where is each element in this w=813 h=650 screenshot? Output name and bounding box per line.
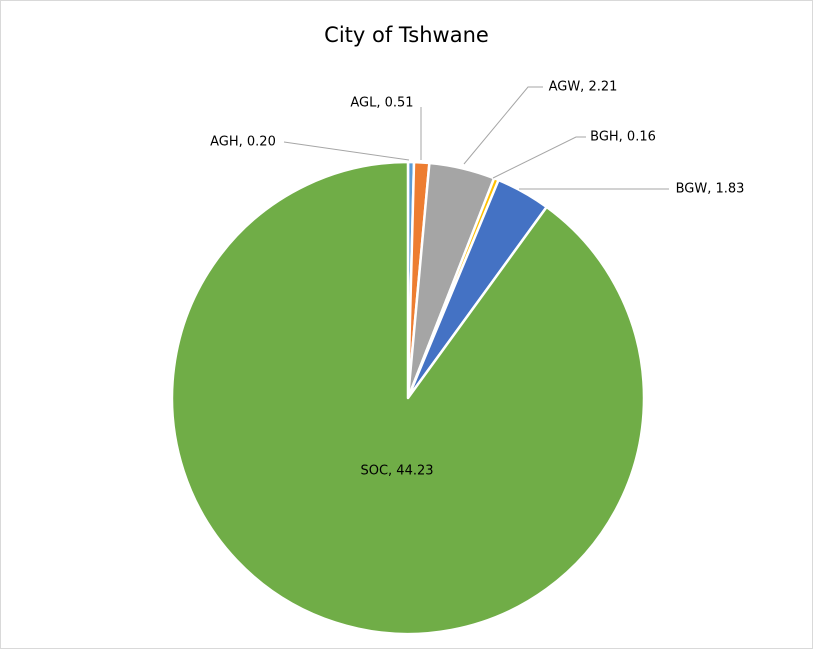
data-label-agh: AGH, 0.20 — [210, 135, 276, 150]
data-label-bgh: BGH, 0.16 — [590, 130, 656, 145]
pie-slice-soc — [170, 160, 646, 636]
data-label-bgw: BGW, 1.83 — [676, 182, 745, 197]
leader-line-bgh — [492, 136, 586, 179]
leader-line-agh — [283, 141, 410, 161]
chart-title: City of Tshwane — [324, 23, 489, 47]
data-label-soc: SOC, 44.23 — [360, 464, 433, 479]
data-label-agw: AGW, 2.21 — [549, 80, 618, 95]
leader-line-agw — [463, 86, 543, 165]
data-label-agl: AGL, 0.51 — [350, 96, 413, 111]
